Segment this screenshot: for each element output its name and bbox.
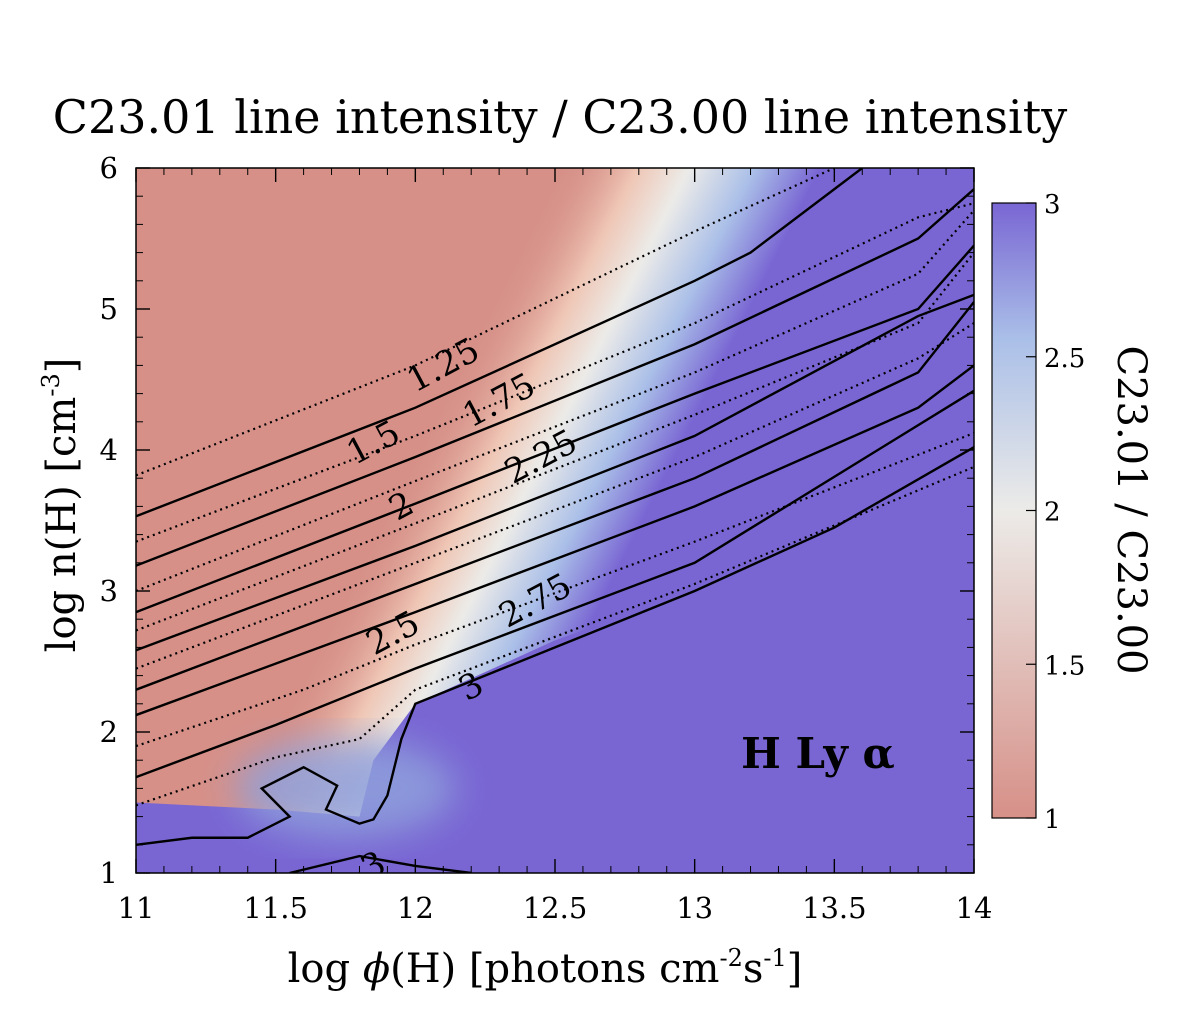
contour-line-3 [136,202,974,543]
y-tick-label-4: 5 [100,292,118,326]
colorbar-tick-label-0: 1 [1044,805,1061,835]
contour-line-14 [136,465,974,807]
x-tick-label-5: 13.5 [802,891,867,925]
contour-line-15 [136,446,974,846]
y-axis: 1 2 3 4 5 6 [100,151,974,890]
y-tick-label-1: 2 [100,715,118,749]
contour-line-7 [136,251,974,632]
contour-line-6 [136,244,974,614]
contour-line-8 [136,293,974,652]
contour-line-13 [136,389,974,779]
x-tick-label-4: 13 [676,891,713,925]
x-tick-label-0: 11 [118,891,155,925]
contour-line-1 [136,168,835,477]
heatmap-low-density-feature [235,738,456,839]
contour-line-9 [136,322,974,670]
y-tick-label-5: 6 [100,151,118,185]
x-axis-label: log ϕ(H) [photons cm-2s-1] [288,944,803,992]
line-annotation: H Ly α [741,729,895,778]
contour-line-4 [136,188,974,567]
colorbar-tick-label-2: 2 [1044,498,1061,528]
y-tick-label-0: 1 [100,856,118,890]
contour-lines [136,168,974,873]
chart-title: C23.01 line intensity / C23.00 line inte… [53,90,1067,144]
colorbar-tick-label-4: 3 [1044,190,1061,220]
contour-line-10 [136,301,974,691]
y-tick-label-3: 4 [100,433,118,467]
heatmap-high-region [136,447,974,873]
x-tick-label-6: 14 [956,891,993,925]
colorbar-tick-label-3: 2.5 [1044,344,1085,374]
contour-line-11 [136,364,974,717]
x-axis: 11 11.5 12 12.5 13 13.5 14 [118,168,993,925]
y-tick-label-2: 3 [100,574,118,608]
x-tick-label-3: 12.5 [523,891,588,925]
contour-line-2 [136,168,863,518]
colorbar-label: C23.01 / C23.00 [1108,345,1154,674]
x-tick-label-1: 11.5 [243,891,308,925]
x-tick-label-2: 12 [397,891,434,925]
colorbar-tick-label-1: 1.5 [1044,651,1085,681]
colorbar-ticks: 1 1.5 2 2.5 3 [1026,190,1085,835]
y-axis-label: log n(H) [cm-3] [37,358,85,653]
